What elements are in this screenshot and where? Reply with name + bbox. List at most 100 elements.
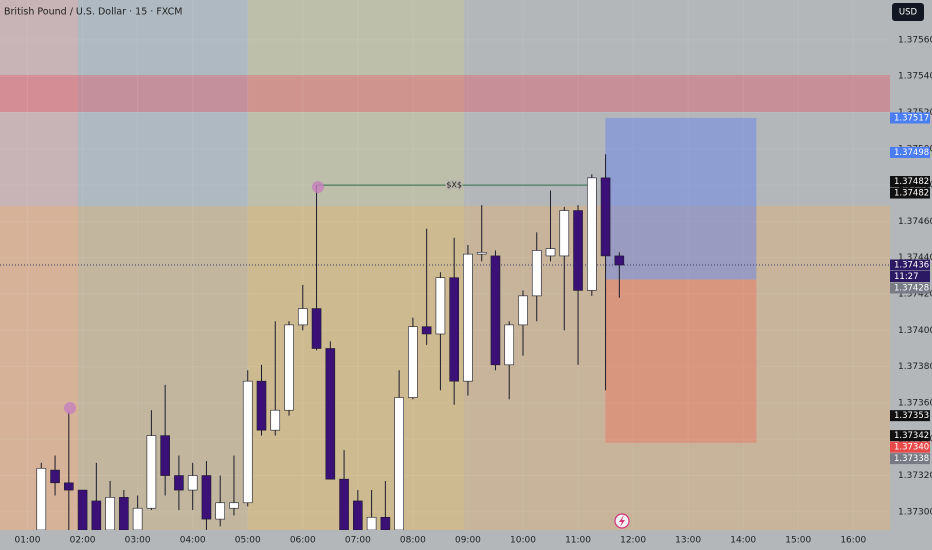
candle-body xyxy=(421,326,432,335)
y-tick-label: 1.37380 xyxy=(898,362,932,372)
candle-body xyxy=(229,502,239,509)
candle-body xyxy=(587,177,597,291)
annotation-label: $X$ xyxy=(446,181,462,190)
candle-body xyxy=(132,507,143,531)
y-tick-label: 1.37440 xyxy=(898,253,932,263)
alert-bolt[interactable] xyxy=(619,515,625,527)
candle-body xyxy=(559,210,570,257)
currency-button[interactable] xyxy=(892,3,924,21)
x-tick-label: 12:00 xyxy=(620,536,646,546)
y-tick-label: 1.37540 xyxy=(898,72,932,82)
price-label-box xyxy=(890,430,930,442)
y-tick-label: 1.37320 xyxy=(898,471,932,481)
price-label-box xyxy=(890,146,930,158)
x-tick-label: 11:00 xyxy=(565,536,591,546)
session-band xyxy=(248,0,464,530)
price-label-box xyxy=(890,271,930,282)
price-label-box xyxy=(890,282,930,294)
candle-body xyxy=(36,467,47,531)
candle-body xyxy=(504,324,515,366)
x-tick-label: 14:00 xyxy=(730,536,756,546)
y-tick-label: 1.37420 xyxy=(898,290,932,300)
candle-body xyxy=(146,435,157,509)
candle-body xyxy=(366,516,377,531)
x-tick-label: 16:00 xyxy=(840,536,866,546)
candle-body xyxy=(531,250,542,297)
candle-body xyxy=(284,324,294,411)
candle-body xyxy=(215,502,226,520)
candle-body xyxy=(545,248,556,257)
price-label: 1.37342 xyxy=(894,431,929,441)
candle-body xyxy=(449,277,459,382)
y-tick-label: 1.37560 xyxy=(898,35,932,45)
high-marker xyxy=(64,402,76,414)
price-label-box xyxy=(890,259,930,271)
candle-body xyxy=(325,348,336,480)
x-tick-label: 08:00 xyxy=(400,536,426,546)
price-label: 1.37517 xyxy=(894,113,929,123)
candle-body xyxy=(408,326,418,398)
candle-body xyxy=(105,497,115,531)
price-label: 1.37482 xyxy=(894,177,929,187)
candle-body xyxy=(435,277,446,335)
price-label-box xyxy=(890,176,930,188)
candle-body xyxy=(201,475,212,520)
x-tick-label: 05:00 xyxy=(235,536,261,546)
x-tick-label: 07:00 xyxy=(345,536,371,546)
price-label-box xyxy=(890,112,930,124)
price-label-box xyxy=(890,441,930,453)
candle-body xyxy=(600,177,611,257)
candle-body xyxy=(297,308,308,326)
candle-body xyxy=(242,380,253,504)
candle-body xyxy=(518,295,528,326)
price-label: 11:27 xyxy=(894,272,919,282)
candle-body xyxy=(573,210,583,291)
profit-zone xyxy=(605,117,757,280)
price-label: 1.37428 xyxy=(894,284,929,294)
candle-body xyxy=(380,516,391,531)
x-tick-label: 09:00 xyxy=(455,536,481,546)
supply-zone xyxy=(0,75,890,112)
candle-body xyxy=(463,253,473,382)
demand-zone xyxy=(0,206,890,530)
price-label: 1.37353 xyxy=(894,411,929,421)
candle-body xyxy=(77,489,88,531)
high-marker xyxy=(312,181,324,193)
candle-body xyxy=(64,482,74,491)
candle-body xyxy=(187,475,198,491)
x-tick-label: 03:00 xyxy=(125,536,151,546)
x-tick-label: 10:00 xyxy=(510,536,536,546)
candle-body xyxy=(160,435,170,476)
y-tick-label: 1.37400 xyxy=(898,326,932,336)
currency-label[interactable]: USD xyxy=(899,8,918,18)
x-tick-label: 04:00 xyxy=(180,536,206,546)
x-tick-label: 13:00 xyxy=(675,536,701,546)
price-label-box xyxy=(890,453,930,465)
candle-body xyxy=(339,478,349,531)
loss-zone xyxy=(605,279,757,443)
candle-body xyxy=(270,409,281,431)
candle-body xyxy=(174,475,184,491)
x-tick-label: 06:00 xyxy=(290,536,316,546)
candle-body xyxy=(490,255,501,366)
price-label: 1.37482 xyxy=(894,189,929,199)
price-label: 1.37436 xyxy=(894,261,929,271)
candle-body xyxy=(476,251,487,255)
candle-body xyxy=(256,380,267,431)
candle-body xyxy=(614,255,625,266)
candle-body xyxy=(311,308,322,349)
candle-body xyxy=(119,497,129,531)
candle-body xyxy=(50,469,60,484)
price-label: 1.37498 xyxy=(894,148,929,158)
candle-body xyxy=(394,397,404,531)
alert-icon[interactable] xyxy=(614,513,630,529)
time-axis xyxy=(0,530,890,550)
candle-body xyxy=(91,500,102,531)
x-tick-label: 01:00 xyxy=(15,536,41,546)
candle-body xyxy=(353,500,363,531)
y-tick-label: 1.37460 xyxy=(898,217,932,227)
x-tick-label: 15:00 xyxy=(785,536,811,546)
price-label: 1.37340 xyxy=(894,443,929,453)
x-tick-label: 02:00 xyxy=(70,536,96,546)
